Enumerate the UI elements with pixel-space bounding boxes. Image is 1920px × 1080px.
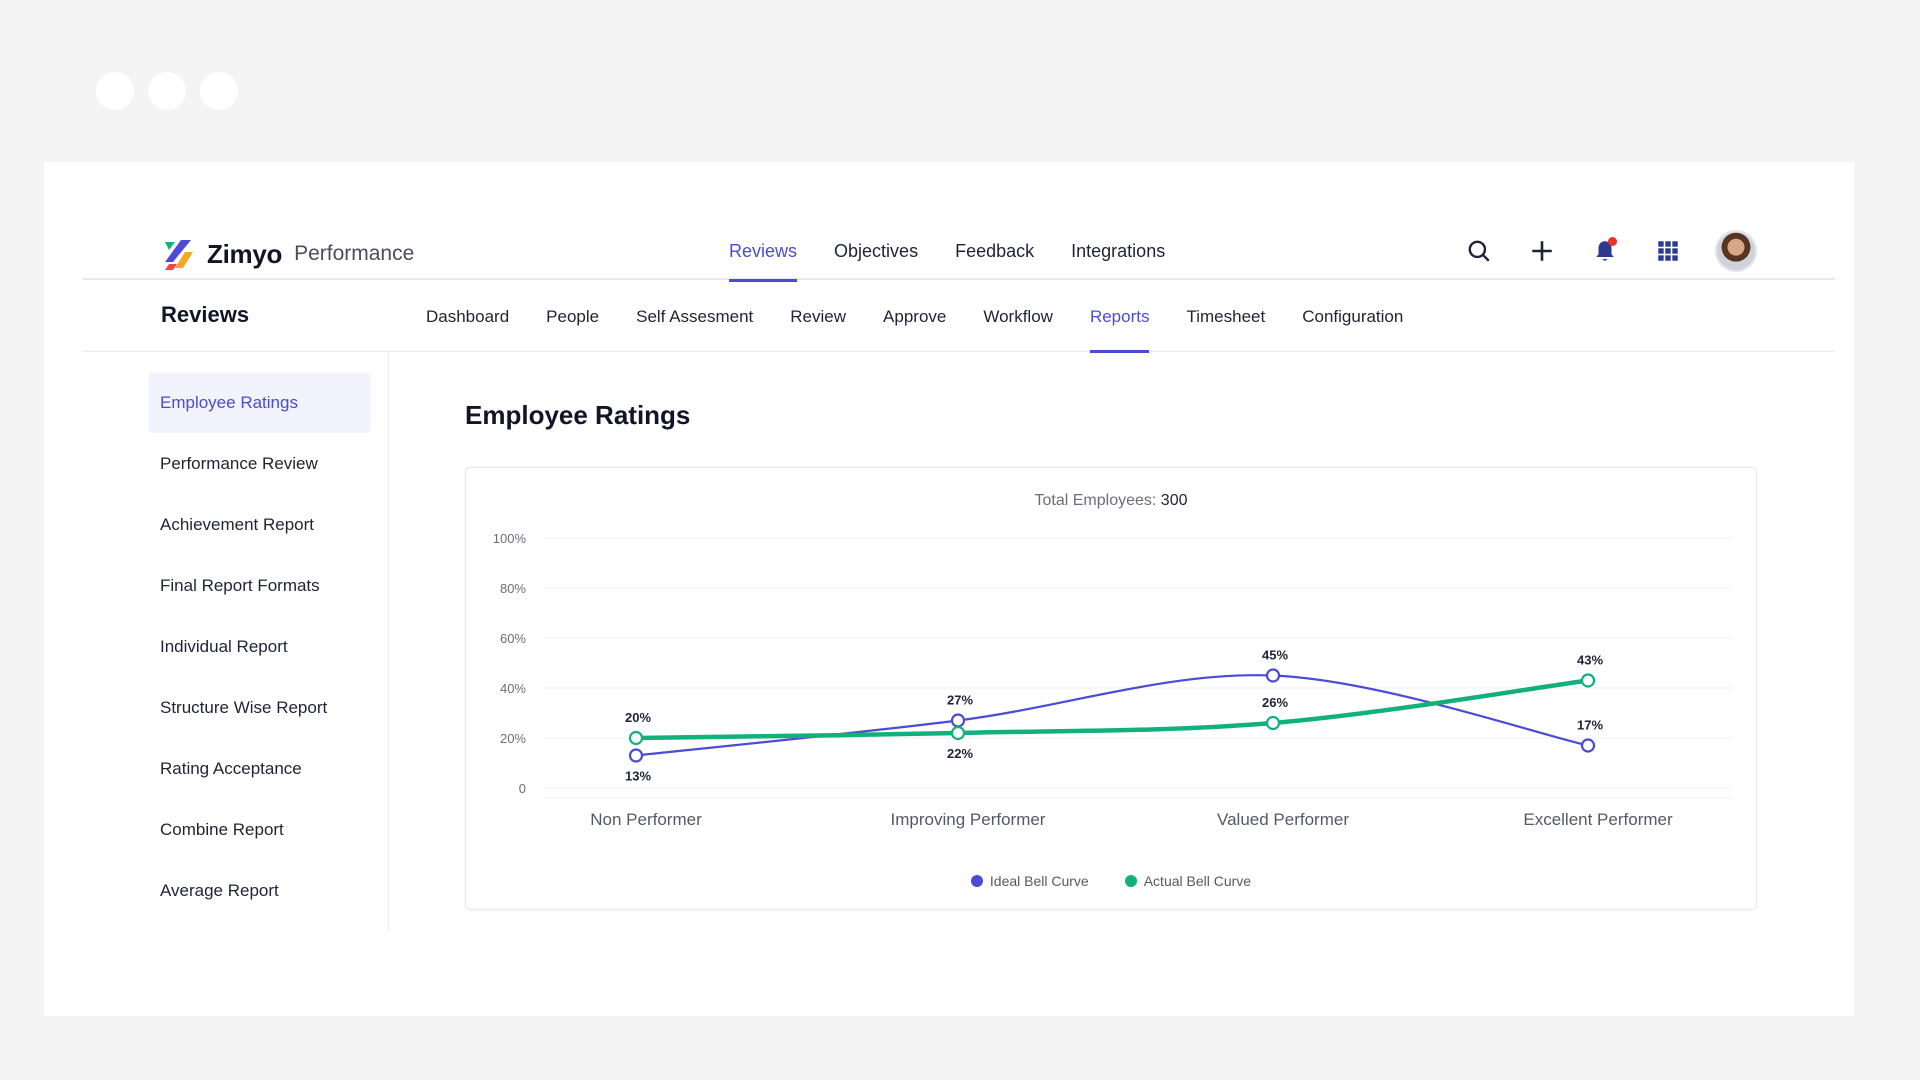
zimyo-logo-icon: [165, 240, 193, 270]
x-tick-label: Valued Performer: [1217, 810, 1349, 829]
legend-label: Ideal Bell Curve: [989, 873, 1089, 889]
sidebar-item-individual-report[interactable]: Individual Report: [160, 637, 288, 656]
sidebar: Employee Ratings Performance Review Achiev…: [83, 352, 389, 932]
sidebar-item-rating-acceptance[interactable]: Rating Acceptance: [160, 759, 302, 778]
product-name: Performance: [294, 242, 415, 265]
sub-tab-reports[interactable]: Reports: [1089, 282, 1149, 353]
section-title: Reviews: [161, 302, 250, 327]
chart-legend: Ideal Bell Curve Actual Bell Curve: [466, 873, 1756, 889]
brand-name: Zimyo: [207, 238, 283, 269]
data-point: [1265, 715, 1281, 731]
sidebar-item-achievement-report[interactable]: Achievement Report: [160, 515, 315, 534]
data-point: [628, 748, 644, 763]
sub-tab-timesheet[interactable]: Timesheet: [1186, 307, 1266, 326]
sub-tab-self-assesment[interactable]: Self Assesment: [636, 307, 754, 326]
legend-label: Actual Bell Curve: [1143, 873, 1252, 889]
sidebar-item-structure-wise-report[interactable]: Structure Wise Report: [160, 698, 328, 717]
window-dot-1[interactable]: [96, 72, 134, 110]
window-dot-3[interactable]: [200, 72, 238, 110]
series-line-actual-bell-curve: [633, 678, 1591, 741]
nav-tab-feedback[interactable]: Feedback: [955, 240, 1035, 261]
legend-swatch: [970, 875, 983, 887]
brand-logo[interactable]: Zimyo Performance: [161, 236, 414, 272]
series-line-ideal-bell-curve: [634, 674, 1590, 757]
data-label: 43%: [1577, 653, 1603, 668]
y-tick-label: 60%: [500, 631, 526, 646]
bell-icon[interactable]: [1585, 231, 1625, 271]
app-window: Zimyo Performance Reviews Objectives Feedb…: [44, 162, 1854, 1016]
sub-nav: Dashboard People Self Assesment Review Appro…: [426, 282, 1440, 353]
data-point: [950, 713, 966, 728]
legend-item[interactable]: Ideal Bell Curve: [970, 873, 1089, 889]
y-tick-label: 0: [519, 781, 526, 796]
sub-header: Reviews Dashboard People Self Assesment Rev…: [83, 282, 1835, 353]
window-dot-2[interactable]: [148, 72, 186, 110]
y-tick-label: 100%: [493, 531, 527, 546]
sub-tab-review[interactable]: Review: [790, 307, 847, 326]
sidebar-item-performance-review[interactable]: Performance Review: [160, 454, 318, 473]
data-point: [1265, 668, 1281, 683]
data-label: 26%: [1262, 695, 1288, 710]
line-chart: 0 20% 40% 60% 80% 100% Non Performer Improving …: [493, 531, 1731, 829]
sub-tab-people[interactable]: People: [546, 307, 600, 326]
total-employees: Total Employees: 300: [466, 492, 1756, 510]
data-label: 45%: [1262, 648, 1288, 663]
data-point: [1580, 738, 1596, 753]
top-nav: Reviews Objectives Feedback Integrations: [729, 222, 1202, 282]
top-header: Zimyo Performance Reviews Objectives Feedb…: [83, 222, 1835, 282]
total-label: Total Employees:: [1034, 492, 1157, 509]
data-label: 13%: [625, 769, 651, 784]
nav-tab-integrations[interactable]: Integrations: [1071, 240, 1166, 261]
data-point: [628, 730, 644, 746]
notification-dot: [1608, 237, 1617, 246]
page-title: Employee Ratings: [465, 400, 691, 430]
sub-tab-dashboard[interactable]: Dashboard: [426, 307, 510, 326]
data-label: 20%: [625, 710, 651, 725]
y-tick-label: 40%: [500, 681, 526, 696]
x-tick-label: Non Performer: [590, 810, 702, 829]
nav-tab-reviews[interactable]: Reviews: [729, 222, 798, 282]
sidebar-item-average-report[interactable]: Average Report: [160, 881, 279, 900]
avatar[interactable]: [1715, 230, 1757, 272]
y-tick-label: 80%: [500, 581, 526, 596]
sub-tab-approve[interactable]: Approve: [883, 307, 947, 326]
sub-tab-configuration[interactable]: Configuration: [1302, 307, 1404, 326]
sub-tab-workflow[interactable]: Workflow: [983, 307, 1053, 326]
legend-swatch: [1124, 875, 1137, 887]
sidebar-item-employee-ratings[interactable]: Employee Ratings: [148, 373, 371, 433]
data-label: 27%: [947, 693, 973, 708]
search-icon[interactable]: [1459, 231, 1499, 271]
chart-card: Total Employees: 300 0 20% 40% 60% 80% 100% No…: [465, 467, 1757, 910]
sidebar-item-final-report-formats[interactable]: Final Report Formats: [160, 576, 320, 595]
data-point: [1580, 673, 1596, 688]
plus-icon[interactable]: [1522, 231, 1562, 271]
y-tick-label: 20%: [500, 731, 526, 746]
x-tick-label: Excellent Performer: [1523, 810, 1673, 829]
header-actions: [1436, 230, 1757, 272]
data-label: 22%: [947, 746, 973, 761]
total-value: 300: [1160, 492, 1188, 509]
window-controls: [96, 72, 238, 110]
nav-tab-objectives[interactable]: Objectives: [834, 240, 919, 261]
x-tick-label: Improving Performer: [891, 810, 1046, 829]
apps-grid-icon[interactable]: [1648, 231, 1688, 271]
legend-item[interactable]: Actual Bell Curve: [1124, 873, 1252, 889]
sidebar-item-combine-report[interactable]: Combine Report: [160, 820, 284, 839]
data-point: [950, 725, 966, 741]
data-label: 17%: [1577, 718, 1603, 733]
